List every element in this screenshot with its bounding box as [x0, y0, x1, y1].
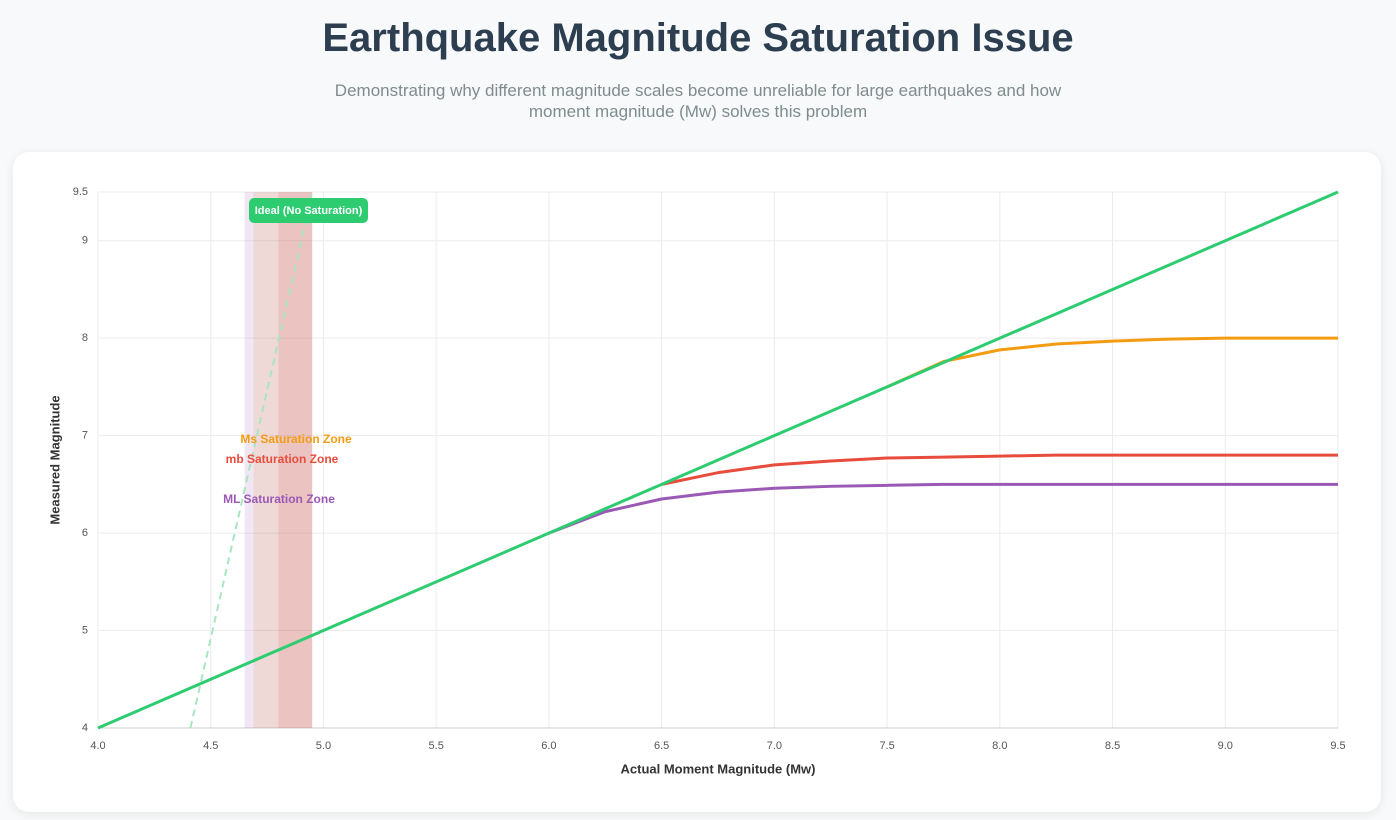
y-tick-label: 9.5	[73, 186, 88, 198]
x-tick-label: 7.0	[767, 740, 782, 752]
zone-label: mb Saturation Zone	[226, 452, 339, 466]
y-axis-label: Measured Magnitude	[47, 395, 62, 524]
title: Earthquake Magnitude Saturation Issue	[322, 16, 1074, 60]
x-tick-label: 5.5	[429, 740, 444, 752]
subtitle: Demonstrating why different magnitude sc…	[334, 81, 1062, 121]
y-tick-label: 9	[82, 235, 88, 247]
legend-label: Ideal (No Saturation)	[255, 205, 363, 217]
x-tick-label: 8.5	[1105, 740, 1120, 752]
series-line	[97, 190, 1339, 730]
x-tick-label: 6.5	[654, 740, 669, 752]
y-tick-label: 4	[82, 722, 88, 734]
y-tick-label: 7	[82, 430, 88, 442]
series-line	[548, 482, 1338, 535]
x-tick-label: 6.0	[541, 740, 556, 752]
zone-label: Ms Saturation Zone	[240, 432, 352, 446]
x-tick-label: 8.0	[992, 740, 1007, 752]
x-tick-label: 5.0	[316, 740, 331, 752]
series-line	[661, 453, 1338, 486]
series-line	[886, 336, 1338, 389]
x-tick-label: 9.5	[1330, 740, 1345, 752]
y-tick-label: 6	[82, 527, 88, 539]
x-axis-label: Actual Moment Magnitude (Mw)	[621, 761, 816, 776]
y-tick-label: 8	[82, 332, 88, 344]
x-tick-label: 7.5	[879, 740, 894, 752]
chart-card	[13, 152, 1381, 812]
y-tick-label: 5	[82, 624, 88, 636]
ideal-label-box	[249, 198, 368, 223]
reference-line	[189, 191, 314, 729]
x-tick-label: 4.5	[203, 740, 218, 752]
x-tick-label: 4.0	[90, 740, 105, 752]
x-tick-label: 9.0	[1218, 740, 1233, 752]
zone-label: ML Saturation Zone	[223, 492, 335, 506]
